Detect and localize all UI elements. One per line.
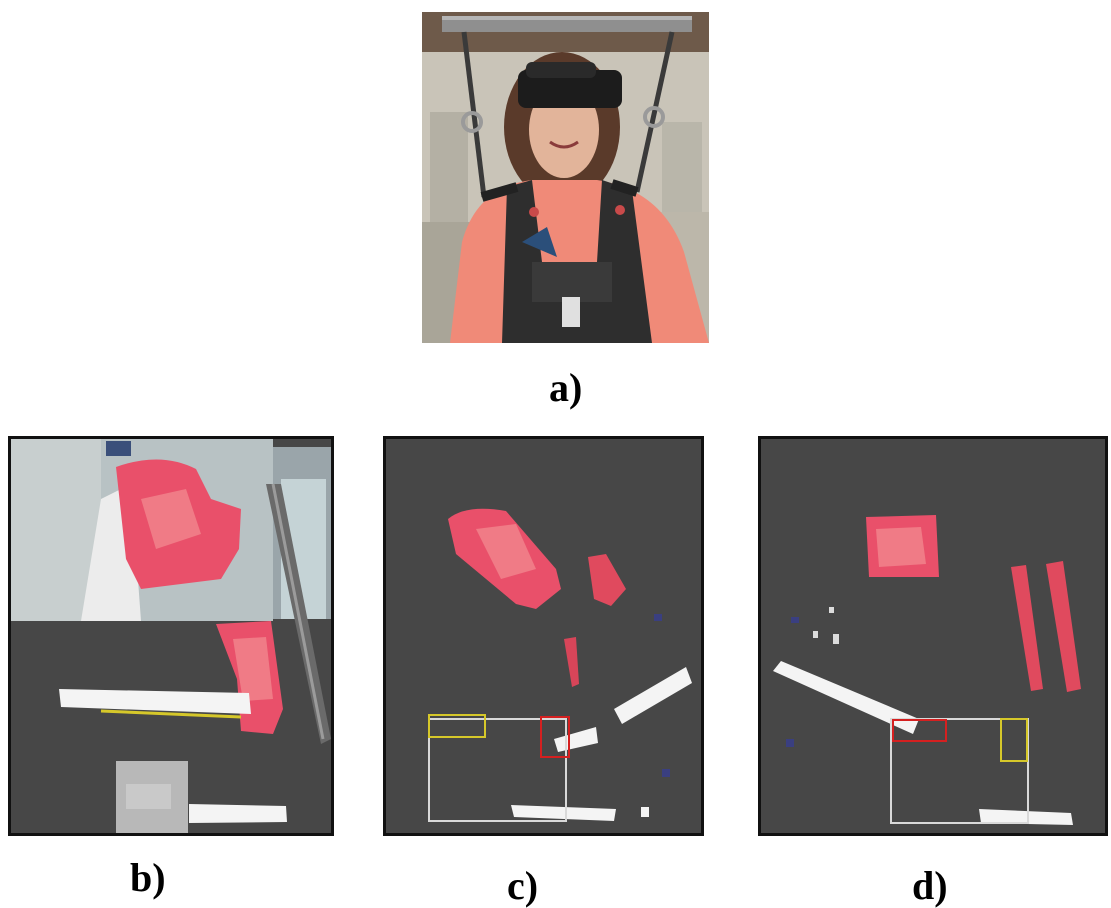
label-c: c) (507, 863, 539, 908)
segmentation-view-b (11, 439, 331, 833)
label-d: d) (912, 863, 948, 908)
label-b: b) (130, 855, 166, 900)
photo-panel-a (422, 12, 709, 343)
label-a: a) (549, 365, 583, 410)
segmentation-view-d (761, 439, 1105, 833)
depth-panel-b (8, 436, 334, 836)
person-in-harness-photo (422, 12, 709, 343)
depth-panel-c (383, 436, 704, 836)
segmentation-view-c (386, 439, 701, 833)
depth-panel-d (758, 436, 1108, 836)
